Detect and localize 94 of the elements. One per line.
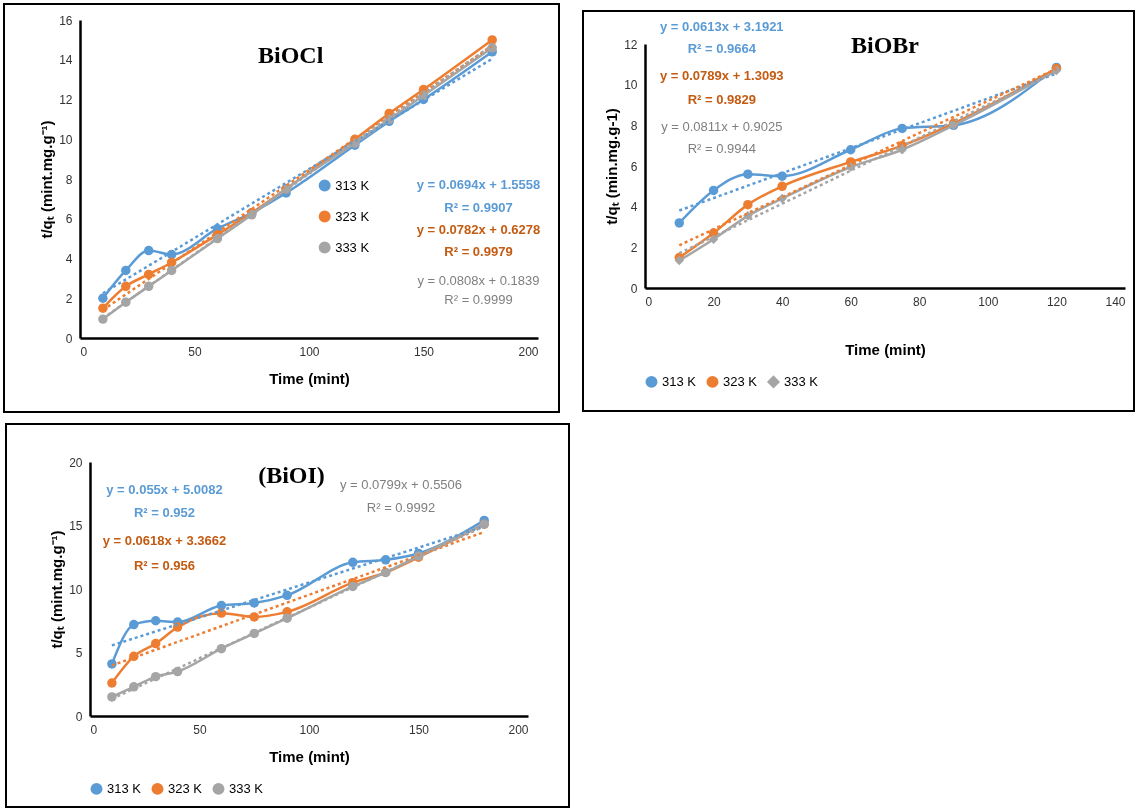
legend-label: 313 K <box>662 373 697 389</box>
x-tick-label: 40 <box>775 294 790 309</box>
annotation: R² = 0.956 <box>133 558 195 574</box>
y-tick-label: 8 <box>630 118 638 133</box>
y-tick-label: 10 <box>624 78 638 93</box>
legend-label: 323 K <box>168 780 203 796</box>
point <box>107 692 117 702</box>
x-tick-label: 0 <box>645 294 653 309</box>
point <box>143 269 154 280</box>
y-tick-label: 8 <box>65 172 73 187</box>
legend-label: 323 K <box>335 208 370 224</box>
legend-label: 313 K <box>107 780 142 796</box>
y-tick-label: 12 <box>59 93 73 107</box>
y-tick-label: 16 <box>59 13 73 28</box>
y-tick-label: 10 <box>59 132 73 147</box>
point <box>674 218 685 228</box>
point <box>107 659 117 669</box>
x-axis-title: Time (mint) <box>269 369 350 387</box>
point <box>143 245 154 256</box>
legend-label: 333 K <box>229 780 264 796</box>
x-tick-label: 50 <box>188 344 202 359</box>
annotation: y = 0.0799x + 0.5506 <box>339 476 463 492</box>
y-tick-label: 12 <box>624 37 638 52</box>
annotation: R² = 0.9907 <box>444 199 513 215</box>
legend-label: 323 K <box>723 373 758 389</box>
y-tick-label: 10 <box>69 582 83 597</box>
point <box>708 185 719 196</box>
y-tick-label: 6 <box>65 212 73 227</box>
x-tick-label: 140 <box>1105 294 1126 309</box>
text: y = 0.0613x + 3.1921 <box>659 18 784 34</box>
annotation: y = 0.0789x + 1.3093 <box>659 67 784 83</box>
legend-label: 333 K <box>335 239 370 255</box>
x-tick-label: 60 <box>844 294 859 309</box>
y-tick-label: 4 <box>65 252 73 266</box>
point <box>129 619 139 630</box>
point <box>743 199 753 210</box>
point <box>150 616 161 626</box>
y-tick-label: 20 <box>69 455 83 470</box>
annotation: y = 0.0808x + 0.1839 <box>417 272 540 288</box>
y-axis-title: t/qₜ (min.mg.g-1) <box>603 108 621 225</box>
x-tick-label: 80 <box>913 294 927 309</box>
annotation: R² = 0.9999 <box>444 291 513 307</box>
text: BiOCl <box>258 42 324 69</box>
x-tick-label: 100 <box>978 294 999 309</box>
x-tick-label: 200 <box>518 344 539 359</box>
point <box>777 181 787 192</box>
x-tick-label: 100 <box>299 344 320 359</box>
x-tick-label: 50 <box>193 722 207 737</box>
x-tick-label: 20 <box>707 294 722 309</box>
annotation: R² = 0.9992 <box>366 499 436 515</box>
legend-label: 313 K <box>335 177 370 193</box>
annotation: y = 0.0782x + 0.6278 <box>416 221 541 237</box>
annotation: R² = 0.9979 <box>444 244 513 260</box>
y-tick-label: 6 <box>630 159 638 174</box>
annotation: y = 0.055x + 5.0082 <box>106 481 223 497</box>
point <box>743 169 753 179</box>
y-tick-label: 15 <box>69 519 83 533</box>
y-tick-label: 14 <box>59 53 73 68</box>
point <box>282 590 292 601</box>
x-axis-title: Time (mint) <box>845 340 926 358</box>
annotation: y = 0.0694x + 1.5558 <box>416 177 541 193</box>
annotation: R² = 0.952 <box>133 504 195 520</box>
point <box>98 314 108 324</box>
y-axis-title: t/qₜ (mint.mg.g⁻¹) <box>38 120 56 239</box>
y-tick-label: 0 <box>630 281 638 296</box>
x-tick-label: 100 <box>299 722 320 737</box>
legend-label: 333 K <box>784 373 819 389</box>
annotation: y = 0.0811x + 0.9025 <box>661 118 783 134</box>
chart-title: (BiOI) <box>258 462 325 488</box>
annotation: y = 0.0618x + 3.3662 <box>102 532 227 548</box>
x-tick-label: 200 <box>508 722 529 737</box>
x-tick-label: 150 <box>413 344 435 359</box>
y-tick-label: 0 <box>65 331 73 346</box>
point <box>348 557 358 568</box>
y-tick-label: 0 <box>75 709 83 724</box>
point <box>121 265 131 276</box>
y-tick-label: 2 <box>65 291 73 306</box>
point <box>107 678 117 688</box>
annotation: R² = 0.9944 <box>687 140 756 156</box>
annotation: R² = 0.9829 <box>687 92 756 108</box>
y-tick-label: 5 <box>75 646 83 660</box>
point <box>98 293 108 303</box>
x-axis-title: Time (mint) <box>269 747 350 765</box>
y-axis-title: t/qₜ (mint.mg.g⁻¹) <box>48 530 66 649</box>
y-tick-label: 4 <box>630 200 638 215</box>
x-tick-label: 0 <box>90 722 98 737</box>
x-tick-label: 120 <box>1046 294 1068 309</box>
chart-title: BiOBr <box>850 31 920 58</box>
point <box>216 600 227 611</box>
annotation: R² = 0.9664 <box>687 40 757 56</box>
y-tick-label: 2 <box>630 240 638 255</box>
x-tick-label: 150 <box>408 722 430 737</box>
point <box>121 281 131 292</box>
point <box>150 638 161 649</box>
